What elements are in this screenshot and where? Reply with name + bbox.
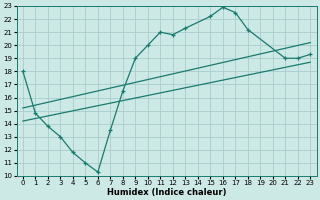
X-axis label: Humidex (Indice chaleur): Humidex (Indice chaleur) — [107, 188, 226, 197]
